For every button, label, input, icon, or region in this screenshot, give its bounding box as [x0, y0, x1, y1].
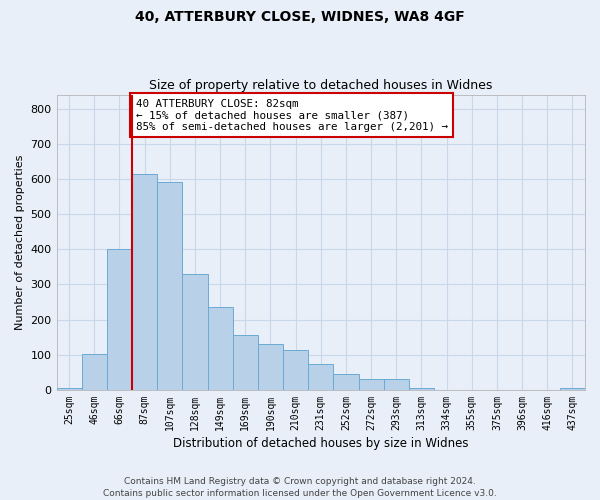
Text: 40 ATTERBURY CLOSE: 82sqm
← 15% of detached houses are smaller (387)
85% of semi: 40 ATTERBURY CLOSE: 82sqm ← 15% of detac…: [136, 99, 448, 132]
X-axis label: Distribution of detached houses by size in Widnes: Distribution of detached houses by size …: [173, 437, 469, 450]
Bar: [359, 380, 383, 390]
Bar: [383, 380, 409, 390]
Text: 40, ATTERBURY CLOSE, WIDNES, WA8 4GF: 40, ATTERBURY CLOSE, WIDNES, WA8 4GF: [135, 10, 465, 24]
Bar: [157, 182, 182, 390]
Bar: [56, 388, 82, 390]
Bar: [132, 174, 157, 390]
Bar: [409, 388, 434, 390]
Bar: [208, 308, 233, 390]
Text: Contains HM Land Registry data © Crown copyright and database right 2024.
Contai: Contains HM Land Registry data © Crown c…: [103, 476, 497, 498]
Bar: [334, 374, 359, 390]
Title: Size of property relative to detached houses in Widnes: Size of property relative to detached ho…: [149, 79, 493, 92]
Bar: [283, 350, 308, 390]
Bar: [182, 274, 208, 390]
Y-axis label: Number of detached properties: Number of detached properties: [15, 154, 25, 330]
Bar: [107, 250, 132, 390]
Bar: [233, 336, 258, 390]
Bar: [308, 364, 334, 390]
Bar: [82, 354, 107, 390]
Bar: [258, 344, 283, 390]
Bar: [560, 388, 585, 390]
